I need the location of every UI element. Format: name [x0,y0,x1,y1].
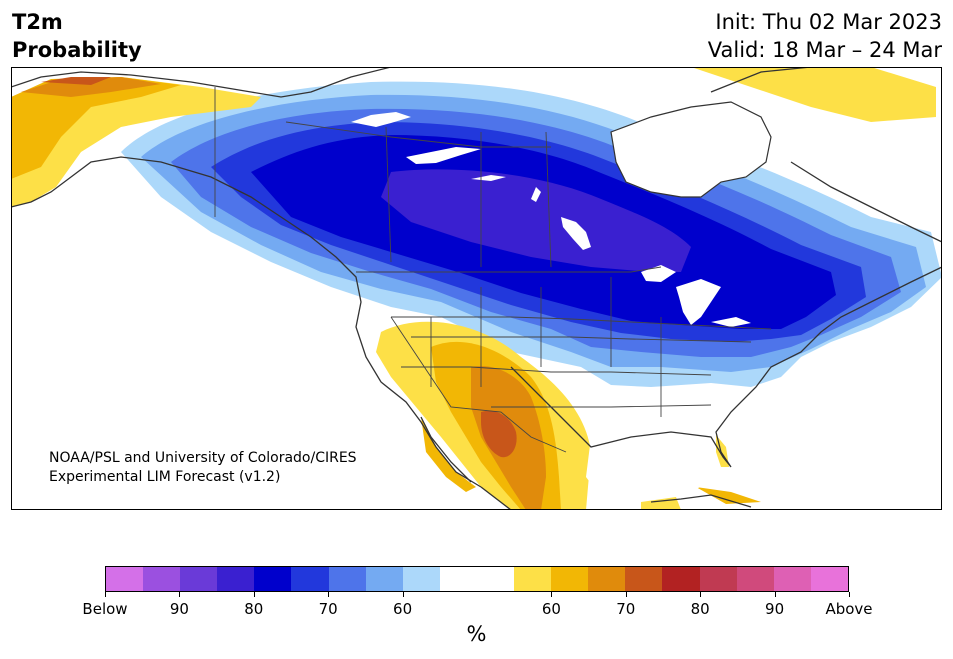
title-line-2: Probability [12,38,142,62]
above-normal-shading [11,67,936,510]
colorbar-tick-label: 60 [541,600,561,618]
colorbar-swatch [365,567,403,591]
colorbar-swatch [476,567,515,591]
colorbar-swatch [291,567,329,591]
colorbar-tick-mark [402,592,404,597]
colorbar-tick-label: 80 [244,600,264,618]
colorbar [105,566,849,592]
colorbar-tick-label: 60 [393,600,413,618]
colorbar-tick-mark [253,592,255,597]
colorbar-tick-mark [105,592,106,597]
colorbar-tick-mark [328,592,330,597]
colorbar-tick-label: 90 [169,600,189,618]
colorbar-swatch [402,567,440,591]
colorbar-tick-mark [849,592,850,597]
title-line-1: T2m [12,10,63,34]
colorbar-swatch [143,567,181,591]
hudson-bay [610,101,772,198]
colorbar-swatch [254,567,292,591]
colorbar-swatch [217,567,255,591]
borders [214,87,772,453]
colorbar-tick-label: 70 [616,600,636,618]
colorbar-tick-mark [774,592,776,597]
colorbar-swatch [662,567,700,591]
colorbar-ticks: Below 90 80 70 60 60 70 80 90 Above [82,600,872,618]
lakes [351,112,751,327]
colorbar-tick-label: 70 [318,600,338,618]
coastlines [11,67,942,510]
colorbar-swatch [625,567,663,591]
credit-line-1: NOAA/PSL and University of Colorado/CIRE… [49,450,357,466]
colorbar-swatch [773,567,811,591]
colorbar-swatch [699,567,737,591]
colorbar-tick-mark [551,592,553,597]
colorbar-swatch [106,567,144,591]
gulf-of-mexico [586,427,716,502]
colorbar-tick-mark [179,592,181,597]
colorbar-tick-mark [700,592,702,597]
colorbar-swatch [810,567,848,591]
credit-line-2: Experimental LIM Forecast (v1.2) [49,469,281,485]
colorbar-tick-label: 80 [690,600,710,618]
colorbar-swatch [180,567,218,591]
colorbar-swatch [328,567,366,591]
forecast-dates: Init: Thu 02 Mar 2023 Valid: 18 Mar – 24… [708,8,942,64]
colorbar-unit: % [466,622,487,646]
colorbar-tick-label: 90 [765,600,785,618]
colorbar-tick-label: Below [82,600,128,618]
init-date: Init: Thu 02 Mar 2023 [715,10,942,34]
colorbar-tick-mark [625,592,627,597]
probability-map [11,67,942,510]
colorbar-swatch [736,567,774,591]
data-credit: NOAA/PSL and University of Colorado/CIRE… [49,449,357,487]
colorbar-swatch [514,567,552,591]
colorbar-swatch [439,567,477,591]
colorbar-tick-label: Above [825,600,873,618]
colorbar-swatch [551,567,589,591]
colorbar-swatch [588,567,626,591]
map-title: T2m Probability [12,8,142,64]
valid-date: Valid: 18 Mar – 24 Mar [707,38,942,62]
